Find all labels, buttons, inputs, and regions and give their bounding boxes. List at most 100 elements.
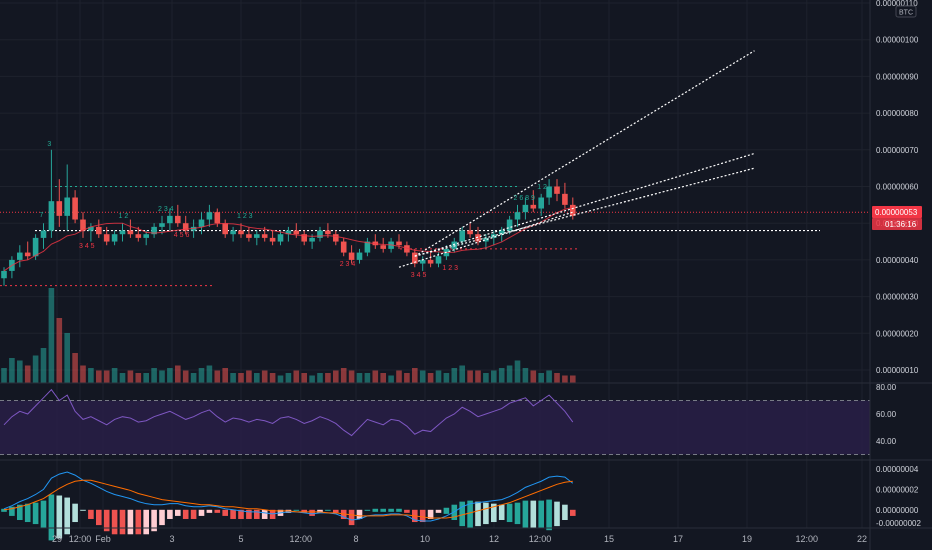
trend-projection-line[interactable] xyxy=(414,152,755,257)
rsi-pane[interactable] xyxy=(0,388,870,455)
macd-histogram-bar xyxy=(356,509,363,519)
candle-body[interactable] xyxy=(103,234,110,242)
volume-bar xyxy=(230,373,236,383)
candle-body[interactable] xyxy=(317,230,323,238)
candle-body[interactable] xyxy=(570,204,576,216)
candle-body[interactable] xyxy=(475,234,481,242)
volume-bar xyxy=(269,373,276,383)
candle-body[interactable] xyxy=(285,230,292,235)
macd-histogram-bar xyxy=(475,501,481,527)
candle-body[interactable] xyxy=(562,193,568,205)
candle-body[interactable] xyxy=(364,241,371,253)
candle-body[interactable] xyxy=(325,230,331,235)
macd-axis[interactable]: 0.00000004 0.00000002 0.00000000 -0.0000000… xyxy=(876,465,921,528)
candle-body[interactable] xyxy=(206,212,213,220)
bar-countdown: 01:36:16 xyxy=(885,220,917,229)
trend-projection-lines[interactable] xyxy=(398,50,755,268)
candle-body[interactable] xyxy=(1,270,7,279)
candle-body[interactable] xyxy=(498,230,505,235)
trend-projection-line[interactable] xyxy=(414,167,755,257)
candle-body[interactable] xyxy=(483,237,489,242)
candle-body[interactable] xyxy=(56,201,63,216)
macd-histogram-bar xyxy=(103,509,110,532)
macd-line[interactable] xyxy=(3,471,574,522)
candle-body[interactable] xyxy=(340,241,347,253)
volume-bar xyxy=(451,368,458,383)
candle-body[interactable] xyxy=(254,234,260,238)
candle-body[interactable] xyxy=(546,186,552,198)
trend-projection-line[interactable] xyxy=(414,50,755,257)
price-tick-label: 0.00000090 xyxy=(876,72,919,81)
rsi-line[interactable] xyxy=(3,388,574,437)
candle-body[interactable] xyxy=(80,219,86,231)
candle-body[interactable] xyxy=(17,252,23,260)
macd-histogram-bar xyxy=(206,509,213,513)
candle-body[interactable] xyxy=(269,237,276,242)
macd-pane[interactable] xyxy=(1,471,576,541)
candle-body[interactable] xyxy=(48,201,55,231)
candle-body[interactable] xyxy=(119,230,126,235)
candle-body[interactable] xyxy=(380,245,386,249)
candle-body[interactable] xyxy=(404,245,410,253)
candle-body[interactable] xyxy=(356,252,363,260)
candle-body[interactable] xyxy=(333,234,339,242)
candle-body[interactable] xyxy=(554,186,560,194)
signal-line[interactable] xyxy=(3,479,573,519)
candle-body[interactable] xyxy=(427,259,434,264)
volume-bar xyxy=(459,365,465,383)
candle-body[interactable] xyxy=(230,230,236,235)
candle-body[interactable] xyxy=(167,215,173,224)
candle-body[interactable] xyxy=(214,212,221,224)
candle-body[interactable] xyxy=(64,197,70,216)
rsi-axis[interactable]: 80.00 60.00 40.00 xyxy=(876,383,897,446)
candle-body[interactable] xyxy=(246,234,252,238)
candle-body[interactable] xyxy=(198,219,205,227)
candle-body[interactable] xyxy=(32,237,39,257)
volume-bar xyxy=(301,373,307,383)
candle-body[interactable] xyxy=(175,215,181,224)
candle-body[interactable] xyxy=(277,234,284,242)
volume-bar xyxy=(24,365,31,383)
candle-body[interactable] xyxy=(88,226,94,231)
candle-body[interactable] xyxy=(222,223,228,235)
candle-body[interactable] xyxy=(301,234,307,242)
candle-body[interactable] xyxy=(419,259,426,264)
candle-body[interactable] xyxy=(348,252,355,260)
candle-body[interactable] xyxy=(435,256,442,264)
candle-body[interactable] xyxy=(506,219,513,231)
candlesticks[interactable] xyxy=(1,149,576,286)
candle-body[interactable] xyxy=(238,230,244,235)
currency-badge[interactable]: BTC xyxy=(895,5,917,18)
candle-body[interactable] xyxy=(538,197,544,209)
candle-body[interactable] xyxy=(111,234,118,242)
candle-body[interactable] xyxy=(143,234,149,238)
candle-body[interactable] xyxy=(293,230,300,235)
volume-bar xyxy=(325,373,331,383)
candle-body[interactable] xyxy=(451,241,458,249)
volume-bar xyxy=(467,370,473,383)
candle-body[interactable] xyxy=(159,223,165,227)
candle-body[interactable] xyxy=(24,252,31,257)
candle-body[interactable] xyxy=(412,252,418,264)
time-axis[interactable]: 29 12:00 Feb 3 5 12:00 8 10 12 12:00 15 17 19 12:00 22 xyxy=(52,534,867,544)
price-axis[interactable]: 0.00000110 0.00000100 0.00000090 0.00000080… xyxy=(876,0,919,375)
candle-body[interactable] xyxy=(530,204,537,209)
candle-body[interactable] xyxy=(40,230,47,238)
volume-bar xyxy=(364,373,371,383)
candle-body[interactable] xyxy=(261,234,268,238)
volume-bar xyxy=(388,375,394,383)
candle-body[interactable] xyxy=(72,197,78,220)
candle-body[interactable] xyxy=(135,234,142,238)
candle-body[interactable] xyxy=(522,204,529,213)
candle-body[interactable] xyxy=(514,212,521,220)
candle-body[interactable] xyxy=(127,230,134,235)
candle-body[interactable] xyxy=(467,230,473,235)
candle-body[interactable] xyxy=(96,226,102,235)
candle-body[interactable] xyxy=(459,230,465,242)
candle-body[interactable] xyxy=(396,241,402,246)
candle-body[interactable] xyxy=(151,226,157,235)
candle-body[interactable] xyxy=(182,223,189,231)
candle-body[interactable] xyxy=(309,237,315,242)
